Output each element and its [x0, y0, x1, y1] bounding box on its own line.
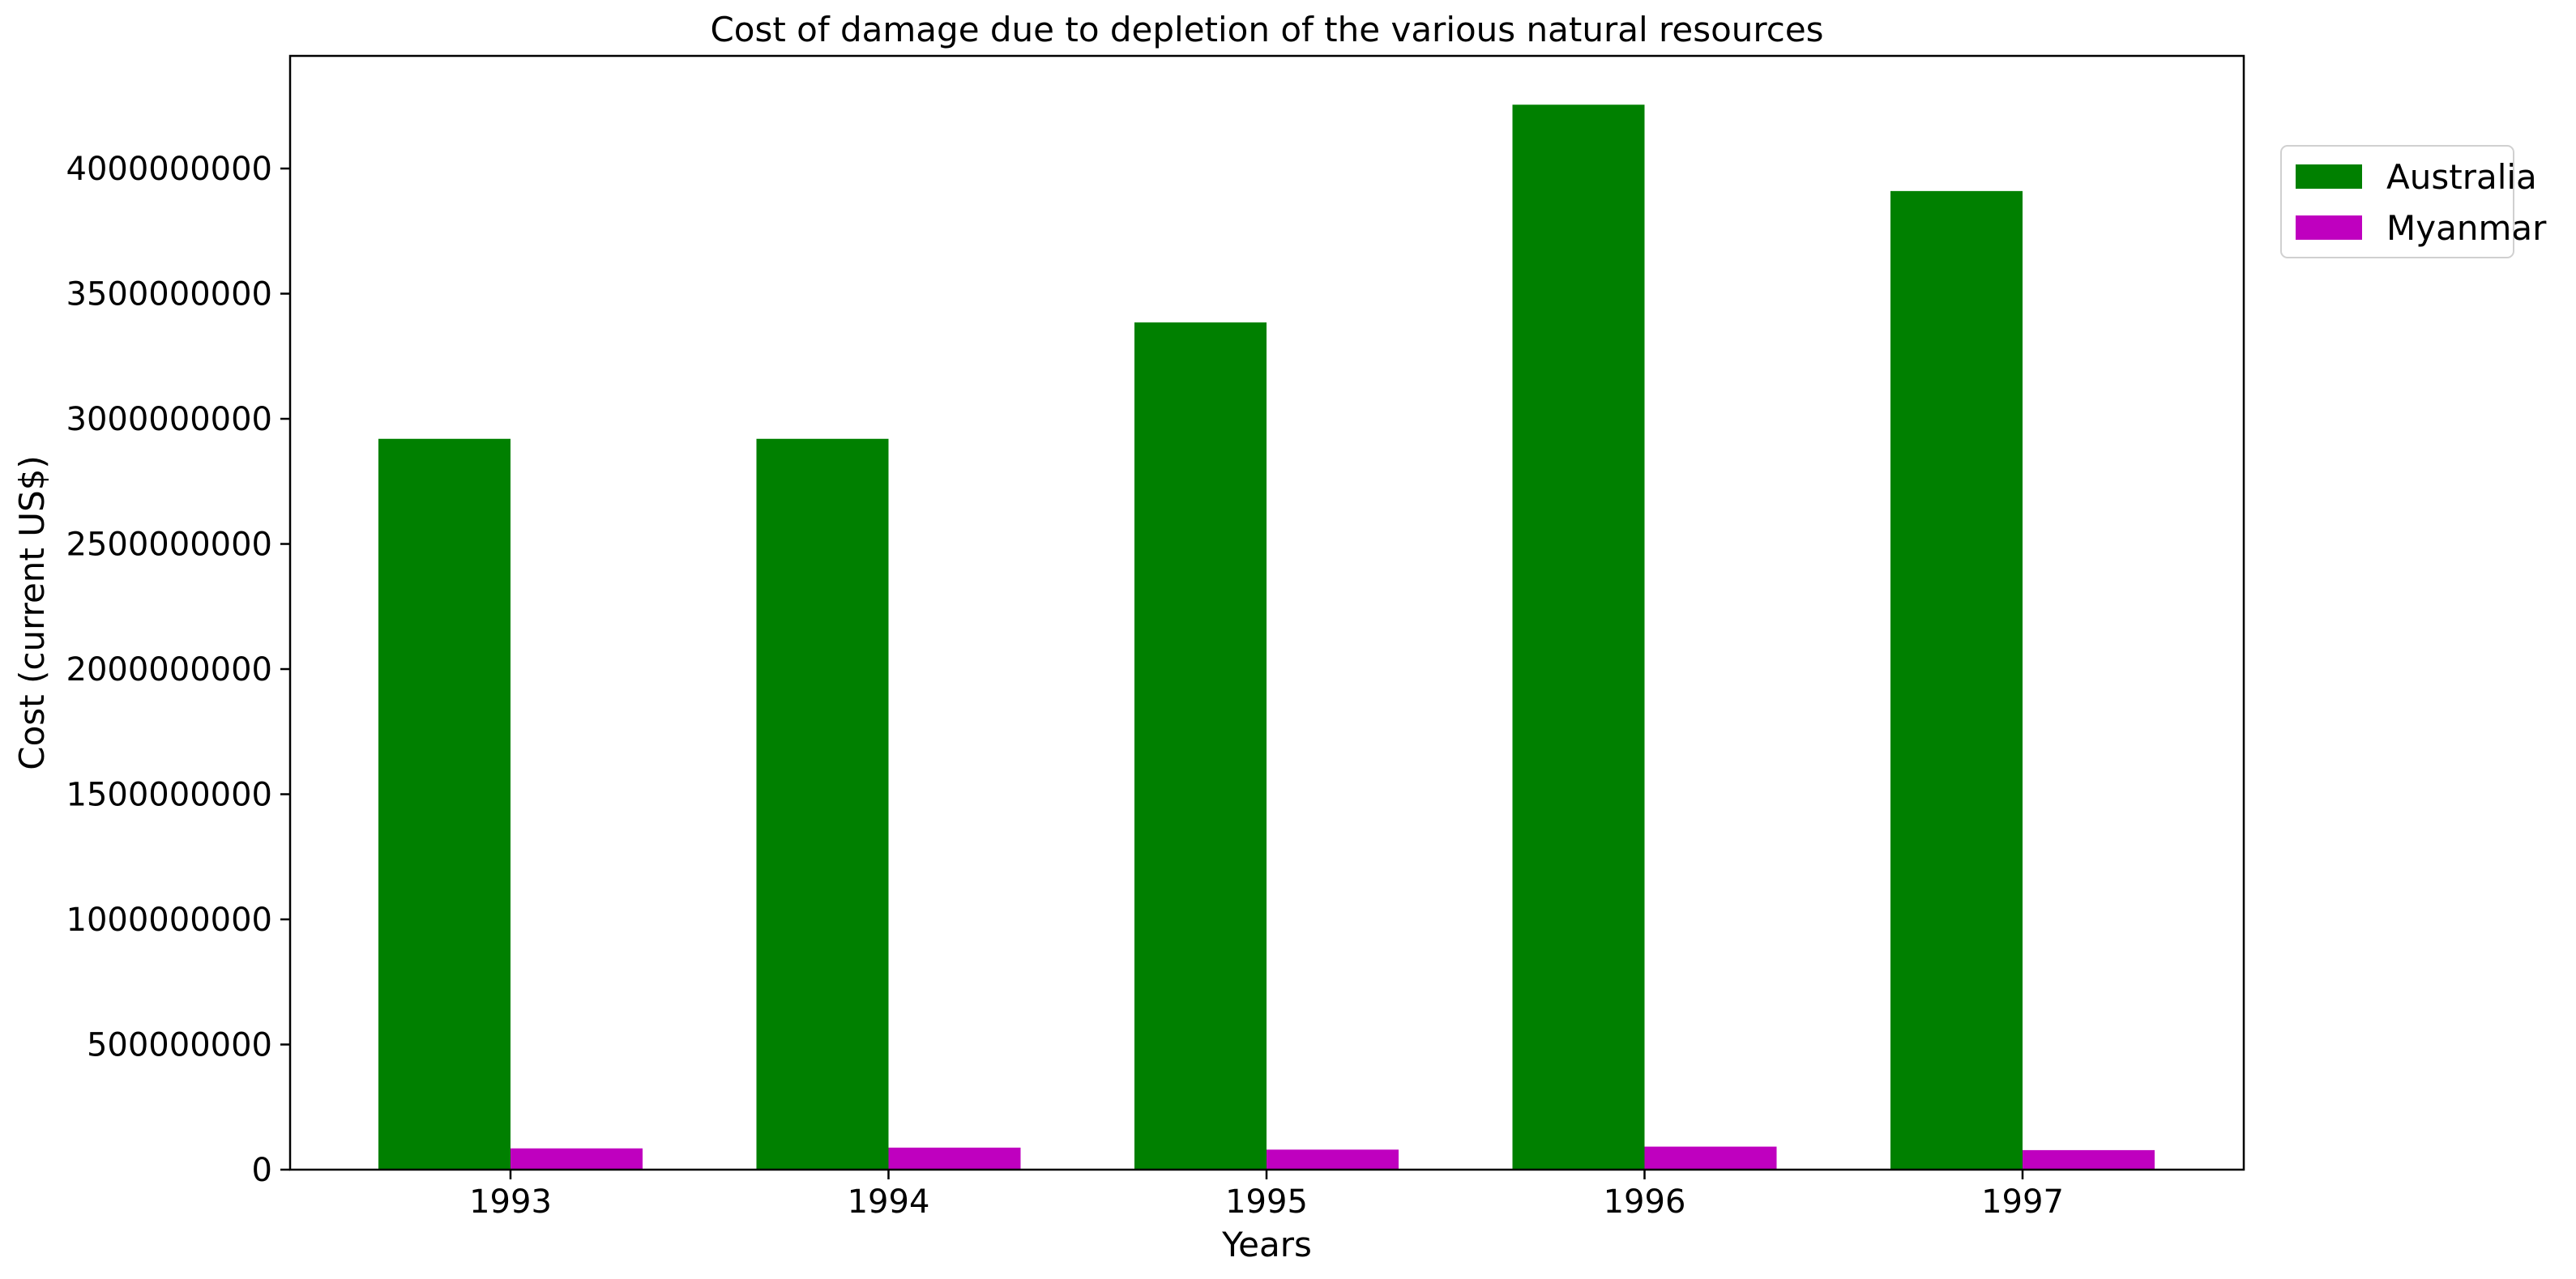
bar-australia-1996 — [1512, 104, 1645, 1170]
x-tick-label: 1993 — [469, 1183, 552, 1221]
x-tick-label: 1997 — [1981, 1183, 2064, 1221]
y-tick-label: 2500000000 — [66, 527, 273, 564]
legend-swatch-australia — [2296, 164, 2362, 189]
y-tick-label: 4000000000 — [66, 151, 273, 188]
y-tick-label: 1500000000 — [66, 777, 273, 814]
bar-myanmar-1993 — [511, 1148, 643, 1170]
legend: Australia Myanmar — [2280, 145, 2547, 258]
bar-australia-1997 — [1890, 190, 2023, 1170]
x-tick-label: 1995 — [1225, 1183, 1308, 1221]
bars-layer — [378, 104, 2155, 1170]
legend-label-myanmar: Myanmar — [2386, 208, 2547, 248]
y-axis: 0 500000000 1000000000 1500000000 2000000000… — [66, 151, 290, 1189]
y-tick-label: 3000000000 — [66, 401, 273, 438]
plot-frame — [288, 54, 2245, 1171]
y-tick-label: 3500000000 — [66, 276, 273, 313]
bar-myanmar-1994 — [888, 1147, 1021, 1170]
legend-swatch-myanmar — [2296, 215, 2362, 240]
y-tick-label: 0 — [252, 1152, 272, 1189]
chart-title: Cost of damage due to depletion of the v… — [710, 10, 1823, 49]
x-axis-title: Years — [1221, 1225, 1312, 1264]
legend-label-australia: Australia — [2386, 157, 2537, 197]
x-tick-label: 1994 — [848, 1183, 930, 1221]
x-axis: 1993 1994 1995 1996 1997 — [469, 1170, 2064, 1221]
bar-australia-1995 — [1134, 322, 1267, 1170]
y-tick-label: 500000000 — [87, 1027, 272, 1064]
y-axis-title: Cost (current US$) — [12, 455, 52, 770]
bar-myanmar-1997 — [2023, 1149, 2155, 1170]
bar-myanmar-1995 — [1267, 1149, 1399, 1170]
x-tick-label: 1996 — [1604, 1183, 1686, 1221]
y-tick-label: 2000000000 — [66, 651, 273, 689]
bar-australia-1993 — [378, 438, 511, 1170]
bar-australia-1994 — [756, 438, 889, 1170]
bar-myanmar-1996 — [1644, 1146, 1777, 1170]
y-tick-label: 1000000000 — [66, 902, 273, 939]
